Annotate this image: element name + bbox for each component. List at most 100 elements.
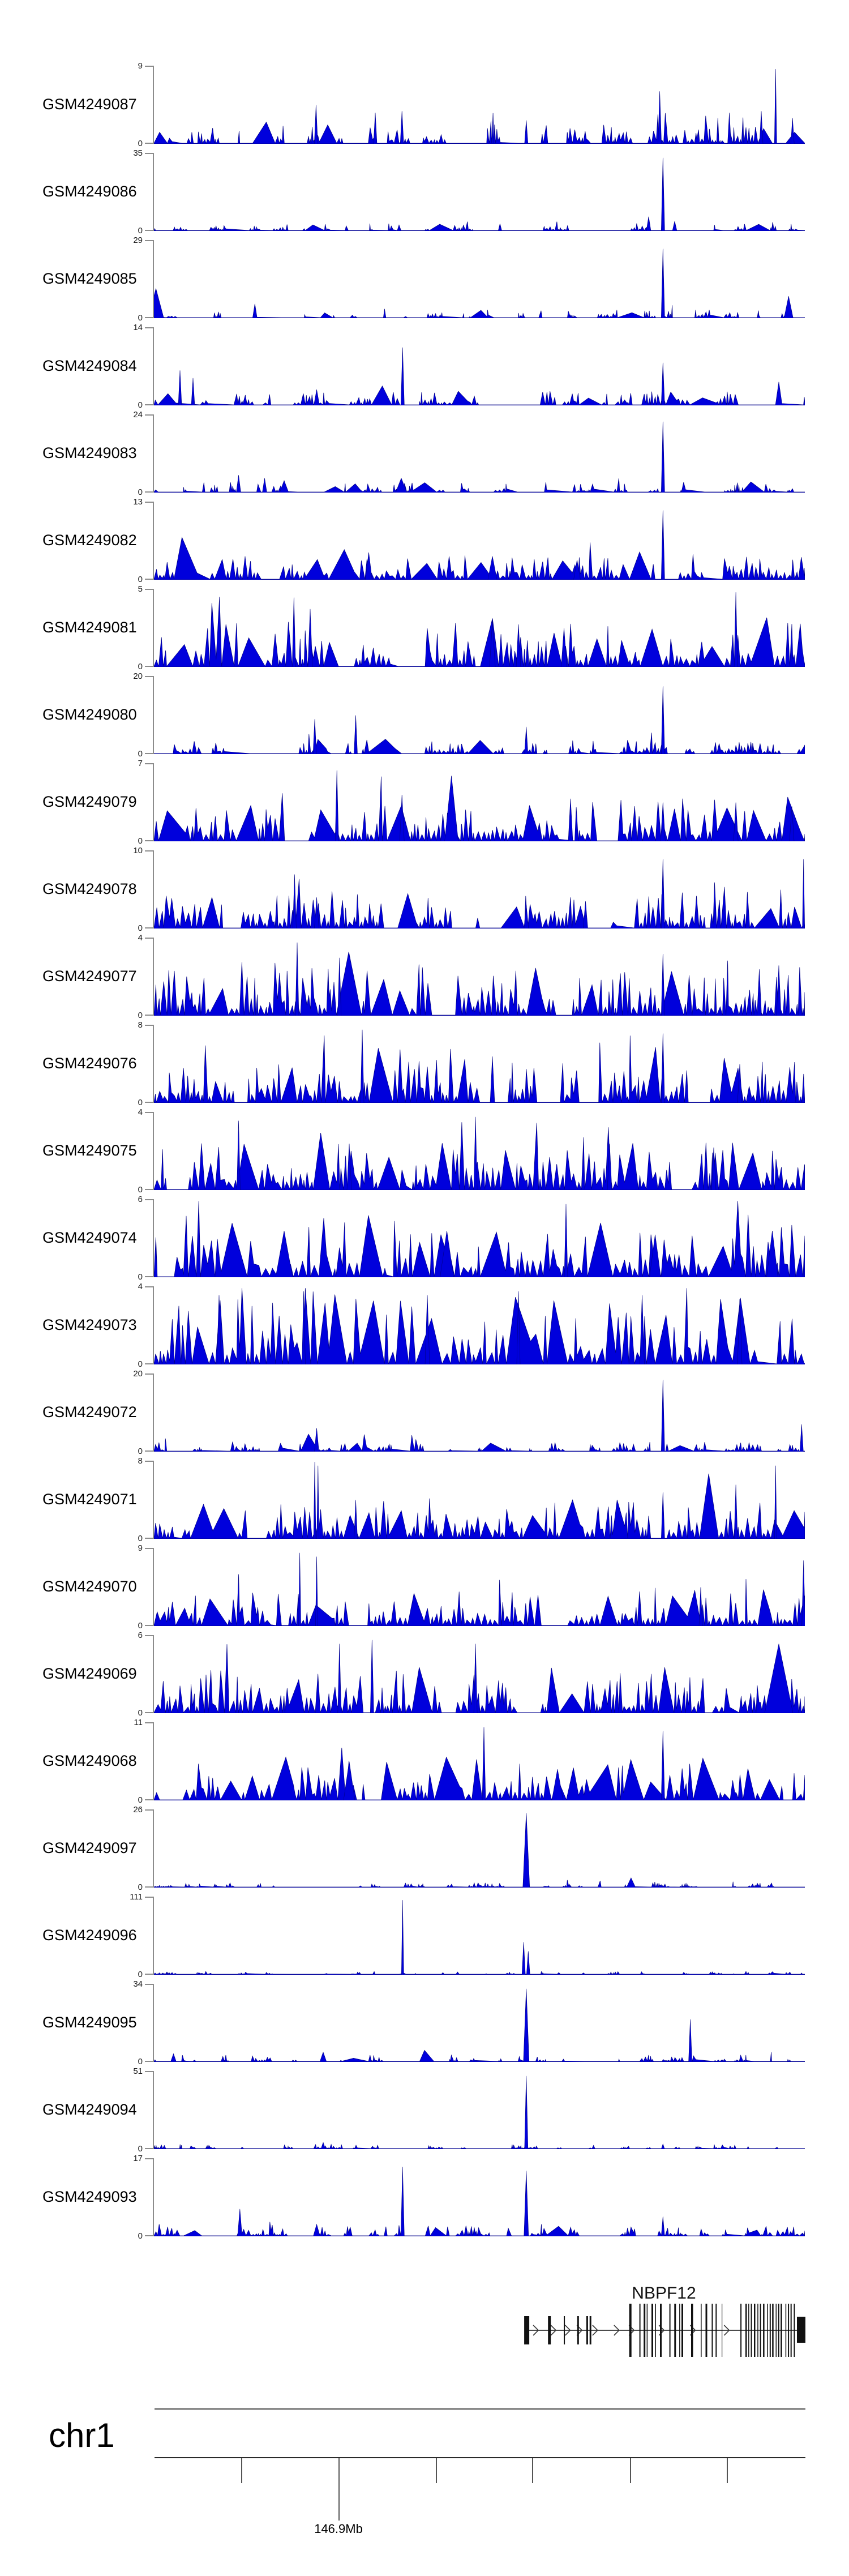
yaxis-zero-label: 0 xyxy=(138,139,143,148)
yaxis-bottom-tick xyxy=(145,1799,153,1800)
exon-box xyxy=(794,2304,795,2357)
exon-box xyxy=(763,2304,765,2357)
yaxis-bottom-tick xyxy=(145,2148,153,2149)
coverage-signal xyxy=(154,2167,805,2236)
yaxis-bottom-tick xyxy=(145,1015,153,1016)
yaxis-line xyxy=(153,327,154,405)
yaxis-top-tick xyxy=(145,938,153,939)
exon-box xyxy=(790,2304,792,2357)
yaxis-zero-label: 0 xyxy=(138,2057,143,2066)
yaxis-bottom-tick xyxy=(145,1276,153,1277)
yaxis-max-label: 9 xyxy=(138,61,143,71)
yaxis-line xyxy=(153,589,154,667)
exon-box xyxy=(589,2316,591,2344)
track-sample-label: GSM4249068 xyxy=(42,1752,137,1769)
strand-arrow-icon xyxy=(564,2325,571,2336)
yaxis-max-label: 5 xyxy=(138,584,143,594)
axis-minor-tick xyxy=(532,2458,533,2483)
yaxis-bottom-tick xyxy=(145,753,153,754)
exon-box xyxy=(644,2304,646,2357)
yaxis-top-tick xyxy=(145,1286,153,1287)
yaxis-line xyxy=(153,153,154,231)
exon-box xyxy=(681,2304,683,2357)
yaxis-max-label: 4 xyxy=(138,1107,143,1117)
yaxis-zero-label: 0 xyxy=(138,1621,143,1631)
track-sample-label: GSM4249081 xyxy=(42,619,137,636)
track-sample-label: GSM4249071 xyxy=(42,1491,137,1508)
coverage-signal xyxy=(154,592,805,667)
yaxis-zero-label: 0 xyxy=(138,487,143,497)
yaxis-zero-label: 0 xyxy=(138,575,143,584)
yaxis-max-label: 29 xyxy=(133,236,143,245)
yaxis-zero-label: 0 xyxy=(138,1185,143,1195)
yaxis-line xyxy=(153,1897,154,1975)
coverage-signal xyxy=(154,249,805,318)
yaxis-bottom-tick xyxy=(145,491,153,493)
yaxis-zero-label: 0 xyxy=(138,400,143,410)
yaxis-zero-label: 0 xyxy=(138,923,143,933)
yaxis-bottom-tick xyxy=(145,2061,153,2062)
yaxis-zero-label: 0 xyxy=(138,226,143,236)
yaxis-bottom-tick xyxy=(145,1450,153,1452)
exon-box xyxy=(629,2304,632,2357)
yaxis-zero-label: 0 xyxy=(138,1098,143,1107)
yaxis-top-tick xyxy=(145,1025,153,1026)
yaxis-line xyxy=(153,1635,154,1713)
yaxis-zero-label: 0 xyxy=(138,749,143,759)
yaxis-bottom-tick xyxy=(145,2235,153,2236)
utr-box xyxy=(797,2317,805,2343)
yaxis-bottom-tick xyxy=(145,143,153,144)
exon-box xyxy=(778,2304,779,2357)
yaxis-max-label: 14 xyxy=(133,323,143,332)
exon-box xyxy=(705,2304,707,2357)
yaxis-max-label: 6 xyxy=(138,1195,143,1204)
yaxis-zero-label: 0 xyxy=(138,2144,143,2154)
yaxis-max-label: 4 xyxy=(138,1282,143,1291)
yaxis-bottom-tick xyxy=(145,1189,153,1190)
yaxis-top-tick xyxy=(145,1809,153,1811)
yaxis-top-tick xyxy=(145,327,153,328)
exon-box xyxy=(524,2316,530,2344)
chromosome-label: chr1 xyxy=(49,2416,115,2454)
gene-model-track: NBPF12 xyxy=(524,2284,805,2357)
yaxis-max-label: 51 xyxy=(133,2066,143,2076)
axis-minor-tick xyxy=(436,2458,437,2483)
exon-box xyxy=(674,2304,676,2357)
coverage-signal xyxy=(154,686,805,754)
yaxis-line xyxy=(153,1286,154,1364)
exon-box xyxy=(775,2304,777,2357)
yaxis-line xyxy=(153,763,154,841)
coverage-signal xyxy=(154,1727,805,1800)
coverage-signal xyxy=(154,1029,805,1103)
yaxis-max-label: 10 xyxy=(133,846,143,855)
yaxis-zero-label: 0 xyxy=(138,1272,143,1282)
track-sample-label: GSM4249082 xyxy=(42,532,137,549)
track-sample-label: GSM4249097 xyxy=(42,1839,137,1856)
yaxis-top-tick xyxy=(145,763,153,764)
track-sample-label: GSM4249096 xyxy=(42,1927,137,1944)
yaxis-line xyxy=(153,1548,154,1626)
yaxis-top-tick xyxy=(145,414,153,416)
exon-box xyxy=(564,2316,565,2344)
strand-arrow-icon xyxy=(550,2325,557,2336)
track-sample-label: GSM4249069 xyxy=(42,1665,137,1682)
yaxis-top-tick xyxy=(145,1548,153,1549)
track-sample-label: GSM4249084 xyxy=(42,357,137,374)
yaxis-zero-label: 0 xyxy=(138,1708,143,1718)
track-sample-label: GSM4249087 xyxy=(42,96,137,113)
track-sample-label: GSM4249073 xyxy=(42,1316,137,1333)
yaxis-bottom-tick xyxy=(145,1102,153,1103)
track-sample-label: GSM4249093 xyxy=(42,2188,137,2205)
exon-box xyxy=(660,2304,662,2357)
exon-box xyxy=(655,2304,656,2357)
exon-box xyxy=(691,2304,693,2357)
exon-box xyxy=(715,2304,717,2357)
yaxis-max-label: 35 xyxy=(133,148,143,158)
exon-box xyxy=(754,2304,756,2357)
exon-box xyxy=(669,2304,671,2357)
yaxis-zero-label: 0 xyxy=(138,1882,143,1892)
coverage-signal xyxy=(154,942,805,1016)
yaxis-bottom-tick xyxy=(145,579,153,580)
coverage-signal xyxy=(154,69,805,144)
track-sample-label: GSM4249085 xyxy=(42,270,137,287)
